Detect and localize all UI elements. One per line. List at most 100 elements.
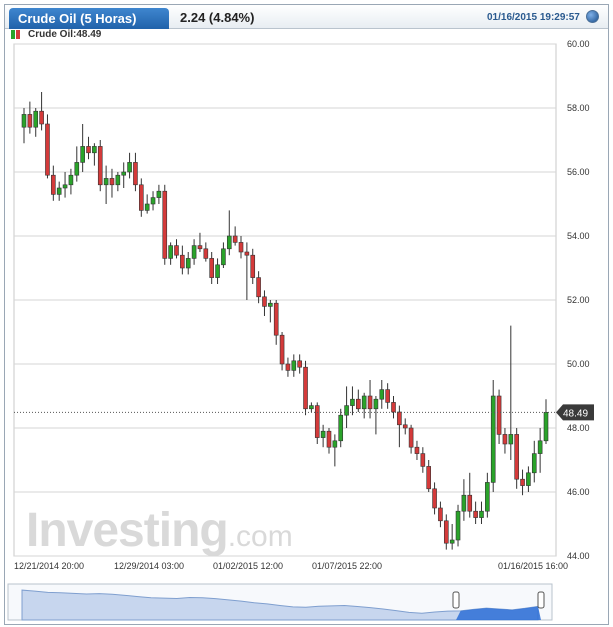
last-price-tag xyxy=(556,404,594,421)
candle xyxy=(408,424,414,454)
candle-body xyxy=(262,296,267,307)
candle xyxy=(537,428,543,473)
candle-body xyxy=(250,254,256,278)
candle xyxy=(426,460,431,492)
y-tick-label: 54.00 xyxy=(567,231,590,241)
price-change: 2.24 (4.84%) xyxy=(180,10,255,25)
candle xyxy=(414,440,420,460)
candle-body xyxy=(543,412,549,442)
candle-body xyxy=(209,258,214,278)
candle-body xyxy=(443,520,449,544)
x-tick-label: 01/07/2015 22:00 xyxy=(312,561,382,571)
x-tick-label: 12/29/2014 03:00 xyxy=(114,561,184,571)
candle xyxy=(273,300,279,345)
candle-body xyxy=(39,110,44,125)
x-tick-label: 01/02/2015 12:00 xyxy=(213,561,283,571)
candle-body xyxy=(97,146,103,186)
candle xyxy=(197,232,203,252)
candle-body xyxy=(191,245,197,259)
candle-body xyxy=(150,197,156,205)
candle xyxy=(56,181,62,201)
candle xyxy=(51,165,56,201)
y-tick-label: 46.00 xyxy=(567,487,590,497)
candle-body xyxy=(473,510,478,518)
candle xyxy=(256,271,261,304)
candle-body xyxy=(168,245,173,259)
candle xyxy=(397,405,402,448)
candle xyxy=(133,152,138,192)
candle-body xyxy=(80,146,85,163)
candle xyxy=(314,402,320,444)
candle-body xyxy=(485,482,490,512)
candle xyxy=(285,357,291,377)
candle xyxy=(139,178,144,217)
candle xyxy=(479,501,484,524)
candle-body xyxy=(45,123,50,176)
candle xyxy=(209,252,214,284)
x-tick-label: 01/16/2015 16:00 xyxy=(498,561,568,571)
candle-body xyxy=(496,395,502,435)
candle xyxy=(320,424,326,448)
candle-body xyxy=(332,440,338,448)
candle-body xyxy=(438,507,443,522)
candle-body xyxy=(531,453,537,474)
candle xyxy=(103,165,109,204)
candle xyxy=(356,389,361,412)
candle xyxy=(350,386,355,416)
candle xyxy=(443,514,449,550)
candle-body xyxy=(238,242,244,253)
last-price-label: 48.49 xyxy=(563,408,588,419)
candle-body xyxy=(356,398,361,410)
candle xyxy=(21,108,27,144)
candle-body xyxy=(133,162,138,186)
candle xyxy=(496,389,502,444)
candle xyxy=(203,242,209,262)
candle-body xyxy=(514,434,519,480)
candle xyxy=(268,300,273,323)
candle-body xyxy=(103,178,109,186)
candle xyxy=(291,354,297,377)
candle xyxy=(127,152,132,179)
x-tick-label: 12/21/2014 20:00 xyxy=(14,561,84,571)
candle-body xyxy=(127,162,132,173)
candle xyxy=(332,434,338,467)
candle-body xyxy=(326,430,332,448)
navigator-handle-left[interactable] xyxy=(452,591,460,609)
candle xyxy=(367,380,373,419)
candle xyxy=(238,236,244,259)
navigator-handle-right[interactable] xyxy=(537,591,545,609)
candle xyxy=(344,386,349,428)
candle-body xyxy=(174,245,179,256)
candle xyxy=(262,290,267,316)
header-timestamp: 01/16/2015 19:29:57 xyxy=(487,12,580,23)
settings-icon[interactable] xyxy=(586,10,599,23)
candle xyxy=(303,360,308,416)
candle xyxy=(92,143,97,166)
candle xyxy=(473,501,478,524)
candle-body xyxy=(185,258,191,269)
candle-body xyxy=(373,398,379,410)
candle xyxy=(391,396,396,419)
candle xyxy=(62,172,68,198)
candle-body xyxy=(449,539,455,544)
candle xyxy=(326,428,332,454)
candle-body xyxy=(408,427,414,448)
candle xyxy=(402,418,408,435)
candle xyxy=(279,332,285,371)
candle-body xyxy=(68,174,74,186)
candle-body xyxy=(309,405,314,410)
y-tick-label: 48.00 xyxy=(567,423,590,433)
candle-body xyxy=(338,414,344,442)
candle-body xyxy=(432,488,437,509)
y-tick-label: 58.00 xyxy=(567,103,590,113)
candle-body xyxy=(350,398,355,406)
candle-body xyxy=(344,405,349,416)
candle-body xyxy=(297,360,302,368)
candle-body xyxy=(461,494,467,512)
candle-body xyxy=(361,395,367,410)
candle-body xyxy=(367,395,373,410)
candle xyxy=(361,392,367,419)
chart-title-tab[interactable]: Crude Oil (5 Horas) xyxy=(9,8,169,29)
candle-body xyxy=(62,184,68,189)
